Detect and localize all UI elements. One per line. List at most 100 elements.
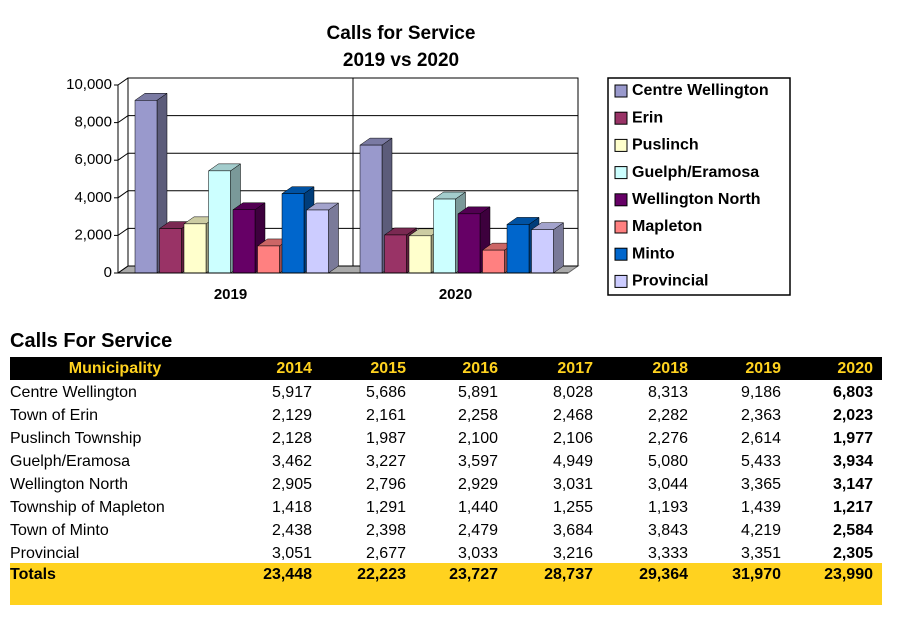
legend-swatch: [614, 84, 628, 98]
table-cell: 2,363: [740, 407, 781, 424]
table-cell: 2,106: [552, 430, 593, 447]
table-cell: 1,255: [552, 499, 593, 516]
table-cell: 3,333: [647, 545, 688, 562]
row-label: Town of Erin: [10, 407, 99, 424]
header-band: [10, 357, 882, 380]
row-label: Provincial: [10, 545, 80, 562]
y-tick-label: 4,000: [74, 189, 112, 206]
legend-swatch: [614, 274, 628, 288]
table-cell: 2,479: [457, 522, 498, 539]
table-cell: 2,398: [365, 522, 406, 539]
table-cell: 1,291: [365, 499, 406, 516]
table-cell: 3,147: [832, 476, 873, 493]
header-cell: 2016: [462, 360, 498, 377]
legend-swatch: [614, 220, 628, 234]
table-cell: 9,186: [740, 384, 781, 401]
bar: [208, 170, 231, 274]
table-title: Calls For Service: [10, 330, 173, 352]
table-cell: 5,433: [740, 453, 781, 470]
bar: [359, 144, 383, 274]
legend-label: Provincial: [632, 273, 708, 290]
bar: [433, 198, 456, 274]
table-cell: 5,080: [647, 453, 688, 470]
bar: [134, 100, 158, 274]
legend-swatch: [614, 138, 628, 152]
table-cell: 2,023: [832, 407, 873, 424]
table-cell: 2,677: [365, 545, 406, 562]
table-cell: 2,584: [832, 522, 873, 539]
bar: [183, 223, 207, 274]
legend-label: Mapleton: [632, 218, 702, 235]
table-cell: 3,843: [647, 522, 688, 539]
legend-swatch: [614, 166, 628, 180]
x-tick-label: 2020: [439, 286, 472, 303]
bar: [531, 229, 554, 274]
row-label: Township of Mapleton: [10, 499, 165, 516]
table-cell: 6,803: [832, 384, 873, 401]
totals-cell: 23,448: [263, 566, 312, 583]
table-cell: 1,193: [647, 499, 688, 516]
grid-line: [117, 115, 578, 124]
totals-cell: 29,364: [639, 566, 688, 583]
legend-label: Centre Wellington: [632, 82, 769, 99]
table-cell: 3,597: [457, 453, 498, 470]
bar: [457, 213, 481, 274]
table-cell: 2,796: [365, 476, 406, 493]
bar: [408, 235, 432, 274]
bar: [159, 228, 182, 274]
bar: [257, 245, 280, 274]
table-cell: 3,051: [271, 545, 312, 562]
table-cell: 2,161: [365, 407, 406, 424]
table-cell: 3,031: [552, 476, 593, 493]
table-cell: 3,684: [552, 522, 593, 539]
table-cell: 2,438: [271, 522, 312, 539]
table-cell: 3,033: [457, 545, 498, 562]
x-tick-label: 2019: [214, 286, 247, 303]
table-cell: 2,468: [552, 407, 593, 424]
table-cell: 1,217: [832, 499, 873, 516]
table-cell: 4,219: [740, 522, 781, 539]
totals-cell: 23,727: [449, 566, 498, 583]
chart-title: Calls for Service: [327, 23, 476, 44]
table-cell: 8,313: [647, 384, 688, 401]
table-cell: 2,129: [271, 407, 312, 424]
totals-band: [10, 563, 882, 605]
table-cell: 3,934: [832, 453, 873, 470]
legend-swatch: [614, 111, 628, 125]
table-cell: 2,100: [457, 430, 498, 447]
table-cell: 4,949: [552, 453, 593, 470]
table-cell: 3,044: [647, 476, 688, 493]
table-cell: 1,440: [457, 499, 498, 516]
grid-line: [117, 190, 578, 199]
bar: [232, 209, 256, 274]
header-cell: 2019: [745, 360, 781, 377]
table-cell: 2,614: [740, 430, 781, 447]
table-cell: 2,128: [271, 430, 312, 447]
totals-label: Totals: [10, 566, 56, 583]
legend-label: Guelph/Eramosa: [632, 164, 759, 181]
table-cell: 1,987: [365, 430, 406, 447]
header-cell: 2014: [276, 360, 312, 377]
row-label: Centre Wellington: [10, 384, 137, 401]
table-cell: 2,258: [457, 407, 498, 424]
chart-subtitle: 2019 vs 2020: [343, 50, 459, 71]
row-label: Guelph/Eramosa: [10, 453, 131, 470]
y-tick-label: 0: [104, 264, 112, 281]
table-cell: 1,977: [832, 430, 873, 447]
table-cell: 3,216: [552, 545, 593, 562]
row-label: Town of Minto: [10, 522, 109, 539]
legend-swatch: [614, 247, 628, 261]
y-tick-label: 10,000: [66, 76, 112, 93]
table-cell: 2,929: [457, 476, 498, 493]
table-cell: 8,028: [552, 384, 593, 401]
legend-label: Minto: [632, 245, 675, 262]
table-cell: 2,305: [832, 545, 873, 562]
y-tick-label: 2,000: [74, 226, 112, 243]
bar-side: [553, 222, 564, 274]
grid-line: [117, 227, 578, 236]
legend-label: Wellington North: [632, 191, 761, 208]
totals-cell: 22,223: [357, 566, 406, 583]
grid-line: [117, 152, 578, 161]
legend-label: Puslinch: [632, 137, 699, 154]
totals-cell: 28,737: [544, 566, 593, 583]
